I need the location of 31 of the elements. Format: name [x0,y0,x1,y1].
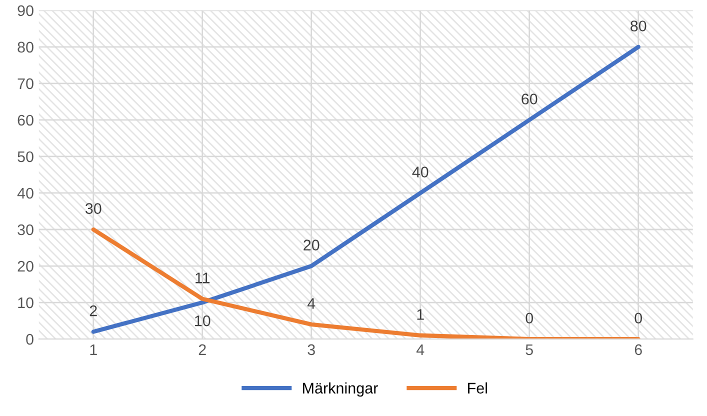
y-tick-label: 80 [18,42,34,53]
data-label: 2 [90,305,97,316]
data-label: 40 [412,166,428,178]
data-label: 1 [417,309,424,320]
x-tick-label: 6 [634,344,642,356]
x-tick-label: 1 [90,344,97,355]
y-tick-label: 10 [18,297,34,308]
data-label: 11 [196,272,210,284]
legend-label: Fel [468,382,488,394]
legend-label: Märkningar [303,382,378,397]
y-tick-label: 40 [17,188,34,199]
x-tick-label: 2 [198,344,206,355]
data-label: 4 [307,298,316,309]
x-tick-label: 4 [416,344,424,355]
y-tick-label: 70 [18,78,34,90]
y-tick-label: 30 [18,224,34,236]
data-label: 0 [526,312,534,324]
data-label: 20 [304,240,320,250]
data-label: 80 [630,20,646,32]
y-tick-label: 20 [18,260,34,272]
data-label: 60 [522,94,538,104]
x-tick-label: 5 [526,344,533,356]
y-tick-label: 60 [18,114,34,126]
data-label: 30 [85,203,102,214]
y-tick-label: 50 [18,151,34,162]
data-label: 0 [634,312,642,324]
x-tick-label: 3 [308,344,315,356]
y-tick-label: 90 [18,5,34,16]
data-label: 10 [195,315,210,326]
y-tick-label: 0 [26,334,34,345]
line-series [91,227,640,340]
